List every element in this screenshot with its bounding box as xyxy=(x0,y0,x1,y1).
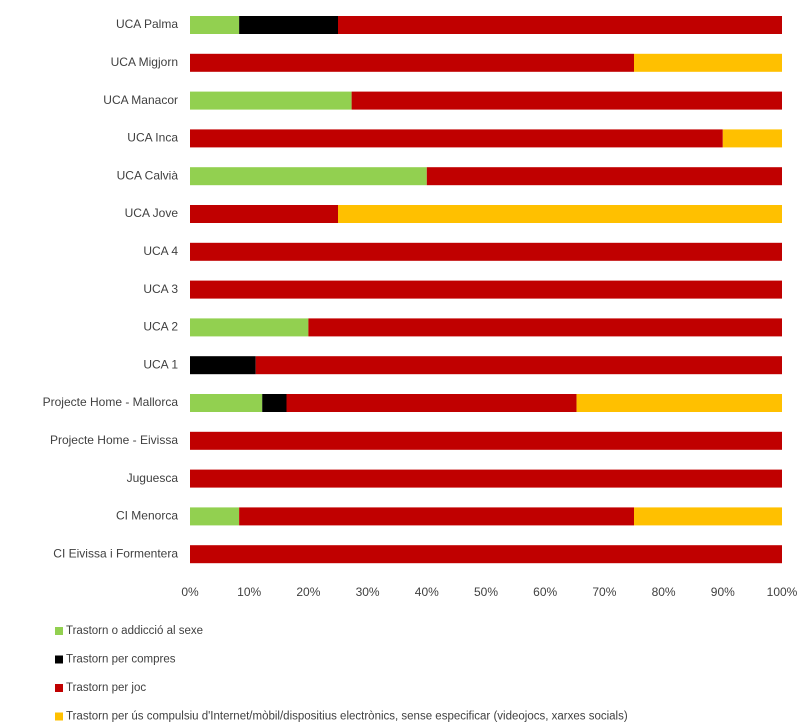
bar-segment xyxy=(190,318,309,337)
bar-segment xyxy=(190,129,723,148)
bar-segment xyxy=(308,318,782,337)
bar-segment xyxy=(262,394,287,412)
bar-segment xyxy=(239,507,635,526)
bar-segment xyxy=(190,545,782,564)
x-tick-label: 80% xyxy=(652,585,676,599)
legend-label: Trastorn per compres xyxy=(66,654,176,666)
x-tick-label: 50% xyxy=(474,585,498,599)
bar-segment xyxy=(190,469,782,488)
bar-segment xyxy=(190,167,427,186)
bar-segment xyxy=(190,205,338,223)
bar-segment xyxy=(190,280,782,299)
x-tick-label: 30% xyxy=(356,585,380,599)
y-tick-label: UCA Jove xyxy=(125,206,179,220)
bar-segment xyxy=(634,53,782,72)
legend-swatch xyxy=(55,627,63,635)
legend-swatch xyxy=(55,655,63,664)
legend-swatch xyxy=(55,684,63,692)
y-tick-label: UCA Manacor xyxy=(103,93,178,107)
x-tick-label: 20% xyxy=(296,585,320,599)
y-tick-label: Projecte Home - Eivissa xyxy=(50,433,178,447)
bar-segment xyxy=(190,16,240,34)
bar-segment xyxy=(286,394,577,412)
bar-segment xyxy=(190,507,240,526)
y-tick-label: CI Eivissa i Formentera xyxy=(53,546,178,560)
bar-segment xyxy=(338,205,782,223)
y-tick-label: UCA 4 xyxy=(143,244,178,258)
y-tick-label: UCA 1 xyxy=(143,357,178,371)
legend-swatch xyxy=(55,712,63,721)
bar-segment xyxy=(351,91,782,110)
y-tick-label: UCA Palma xyxy=(116,17,178,31)
bar-segment xyxy=(190,242,782,261)
bar-segment xyxy=(255,356,782,375)
x-tick-label: 10% xyxy=(237,585,261,599)
y-tick-label: Projecte Home - Mallorca xyxy=(43,395,179,409)
y-tick-label: UCA Inca xyxy=(127,131,178,145)
x-tick-label: 0% xyxy=(181,585,199,599)
y-tick-label: CI Menorca xyxy=(116,509,178,523)
bar-segment xyxy=(722,129,782,148)
bar-segment xyxy=(190,356,256,375)
x-tick-label: 90% xyxy=(711,585,735,599)
y-tick-label: UCA Calvià xyxy=(117,168,179,182)
bar-segment xyxy=(426,167,782,186)
bar-segment xyxy=(338,16,782,34)
x-tick-label: 100% xyxy=(767,585,798,599)
bar-segment xyxy=(190,394,263,412)
y-tick-label: UCA Migjorn xyxy=(111,55,178,69)
y-tick-label: UCA 2 xyxy=(143,320,178,334)
legend-label: Trastorn per joc xyxy=(66,682,146,694)
y-tick-label: Juguesca xyxy=(127,471,179,485)
bar-segment xyxy=(634,507,782,526)
bar-segment xyxy=(190,431,782,450)
legend-label: Trastorn per ús compulsiu d'Internet/mòb… xyxy=(66,711,628,723)
x-tick-label: 70% xyxy=(592,585,616,599)
bar-segment xyxy=(190,91,352,110)
bar-segment xyxy=(239,16,338,34)
legend-label: Trastorn o addicció al sexe xyxy=(66,625,203,637)
x-tick-label: 40% xyxy=(415,585,439,599)
y-tick-label: UCA 3 xyxy=(143,282,178,296)
bar-segment xyxy=(576,394,782,412)
bar-segment xyxy=(190,53,634,72)
x-tick-label: 60% xyxy=(533,585,557,599)
